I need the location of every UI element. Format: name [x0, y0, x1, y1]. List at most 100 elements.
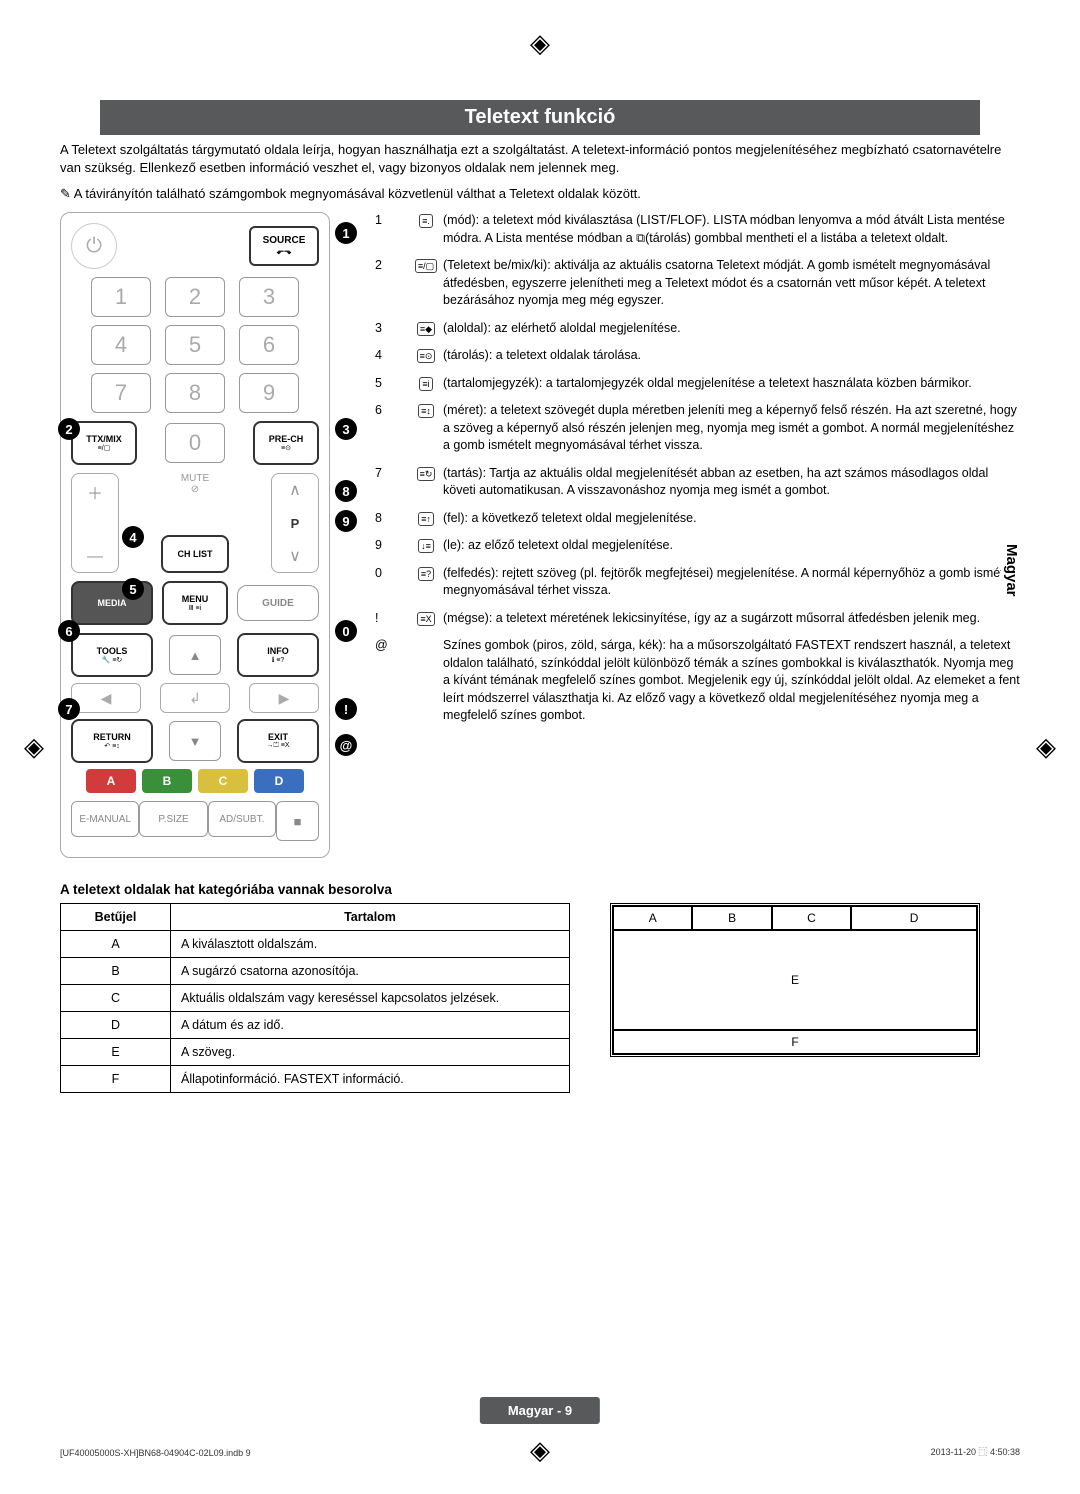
footer-timestamp: 2013-11-20 ⿹ 4:50:38: [931, 1445, 1020, 1458]
diag-f: F: [613, 1030, 977, 1054]
function-item: 3≡◆(aloldal): az elérhető aloldal megjel…: [375, 320, 1020, 338]
item-icon: ↓≡: [409, 537, 443, 555]
function-item: 4≡⊙(tárolás): a teletext oldalak tárolás…: [375, 347, 1020, 365]
table-cell: E: [61, 1039, 171, 1066]
table-row: FÁllapotinformáció. FASTEXT információ.: [61, 1066, 570, 1093]
num-2: 2: [165, 277, 225, 317]
table-row: EA szöveg.: [61, 1039, 570, 1066]
stop-square-button: ■: [276, 801, 319, 841]
table-cell: F: [61, 1066, 171, 1093]
info-button: INFOℹ ≡?: [237, 633, 319, 677]
item-icon: ≡⊙: [409, 347, 443, 365]
item-text: (Teletext be/mix/ki): aktiválja az aktuá…: [443, 257, 1020, 310]
item-number: 4: [375, 347, 409, 365]
item-text: (aloldal): az elérhető aloldal megjelení…: [443, 320, 1020, 338]
page-footer: Magyar - 9: [480, 1397, 600, 1424]
chlist-button: CH LIST: [161, 535, 229, 573]
item-number: 2: [375, 257, 409, 310]
mute-button: MUTE⊘: [181, 473, 209, 495]
item-number: 1: [375, 212, 409, 247]
item-text: (mégse): a teletext méretének lekicsinyí…: [443, 610, 1020, 628]
table-cell: B: [61, 958, 171, 985]
layout-diagram: A B C D E F: [610, 903, 980, 1057]
table-row: BA sugárzó csatorna azonosítója.: [61, 958, 570, 985]
item-number: !: [375, 610, 409, 628]
item-text: (felfedés): rejtett szöveg (pl. fejtörők…: [443, 565, 1020, 600]
footer-file: [UF40005000S-XH]BN68-04904C-02L09.indb 9: [60, 1448, 251, 1458]
table-cell: D: [61, 1012, 171, 1039]
item-icon: ≡↑: [409, 510, 443, 528]
section-title: Teletext funkció: [60, 100, 1020, 135]
item-number: 8: [375, 510, 409, 528]
diag-d: D: [851, 906, 977, 930]
function-item: 2≡/▢(Teletext be/mix/ki): aktiválja az a…: [375, 257, 1020, 310]
callout-3: 3: [335, 418, 357, 440]
color-b: B: [142, 769, 192, 793]
menu-button: MENUⅢ ≡i: [162, 581, 228, 625]
intro-paragraph: A Teletext szolgáltatás tárgymutató olda…: [60, 141, 1020, 176]
item-icon: ≡i: [409, 375, 443, 393]
nav-left: ◀: [71, 683, 141, 713]
table-row: AA kiválasztott oldalszám.: [61, 931, 570, 958]
color-d: D: [254, 769, 304, 793]
registration-top: ◈: [530, 28, 550, 59]
function-item: 8≡↑(fel): a következő teletext oldal meg…: [375, 510, 1020, 528]
function-item: 6≡↕(méret): a teletext szövegét dupla mé…: [375, 402, 1020, 455]
channel-rocker: ∧P∨: [271, 473, 319, 573]
table-cell: A dátum és az idő.: [171, 1012, 570, 1039]
diag-a: A: [613, 906, 692, 930]
callout-11: !: [335, 698, 357, 720]
source-label: SOURCE: [263, 235, 306, 246]
function-item: 9↓≡(le): az előző teletext oldal megjele…: [375, 537, 1020, 555]
return-button: RETURN↶ ≡↕: [71, 719, 153, 763]
item-number: @: [375, 637, 409, 725]
item-icon: [409, 637, 443, 725]
note-line: A távirányítón található számgombok megn…: [60, 186, 1020, 202]
registration-left: ◈: [24, 732, 44, 763]
function-item: 0≡?(felfedés): rejtett szöveg (pl. fejtö…: [375, 565, 1020, 600]
item-text: Színes gombok (piros, zöld, sárga, kék):…: [443, 637, 1020, 725]
color-a: A: [86, 769, 136, 793]
registration-right: ◈: [1036, 732, 1056, 763]
source-sub: ⬐⬎: [276, 246, 291, 257]
table-cell: Állapotinformáció. FASTEXT információ.: [171, 1066, 570, 1093]
table-cell: C: [61, 985, 171, 1012]
callout-10: 0: [335, 620, 357, 642]
num-0: 0: [165, 423, 225, 463]
item-icon: ≡X: [409, 610, 443, 628]
num-4: 4: [91, 325, 151, 365]
item-number: 5: [375, 375, 409, 393]
num-5: 5: [165, 325, 225, 365]
prech-button: PRE-CH≡⊙: [253, 421, 319, 465]
callout-8: 8: [335, 480, 357, 502]
table-head-1: Tartalom: [171, 904, 570, 931]
callout-2: 2: [58, 418, 80, 440]
item-text: (mód): a teletext mód kiválasztása (LIST…: [443, 212, 1020, 247]
color-buttons-row: A B C D: [71, 769, 319, 793]
guide-button: GUIDE: [237, 585, 319, 621]
callout-5: 5: [122, 578, 144, 600]
exit-button: EXIT→⏍ ≡X: [237, 719, 319, 763]
table-cell: A sugárzó csatorna azonosítója.: [171, 958, 570, 985]
table-cell: Aktuális oldalszám vagy kereséssel kapcs…: [171, 985, 570, 1012]
num-9: 9: [239, 373, 299, 413]
item-text: (le): az előző teletext oldal megjelenít…: [443, 537, 1020, 555]
item-icon: ≡◆: [409, 320, 443, 338]
function-list: 1≡.(mód): a teletext mód kiválasztása (L…: [375, 212, 1020, 858]
item-number: 3: [375, 320, 409, 338]
table-row: CAktuális oldalszám vagy kereséssel kapc…: [61, 985, 570, 1012]
item-icon: ≡↻: [409, 465, 443, 500]
function-item: @ Színes gombok (piros, zöld, sárga, kék)…: [375, 637, 1020, 725]
num-3: 3: [239, 277, 299, 317]
item-icon: ≡?: [409, 565, 443, 600]
item-text: (tárolás): a teletext oldalak tárolása.: [443, 347, 1020, 365]
nav-down: ▼: [169, 721, 221, 761]
function-item: 1≡.(mód): a teletext mód kiválasztása (L…: [375, 212, 1020, 247]
function-item: 5≡i(tartalomjegyzék): a tartalomjegyzék …: [375, 375, 1020, 393]
callout-9: 9: [335, 510, 357, 532]
adsubt-button: AD/SUBT.: [208, 801, 276, 837]
function-item: !≡X(mégse): a teletext méretének lekicsi…: [375, 610, 1020, 628]
item-text: (tartás): Tartja az aktuális oldal megje…: [443, 465, 1020, 500]
source-button: SOURCE ⬐⬎: [249, 226, 319, 266]
category-table: Betűjel Tartalom AA kiválasztott oldalsz…: [60, 903, 570, 1093]
